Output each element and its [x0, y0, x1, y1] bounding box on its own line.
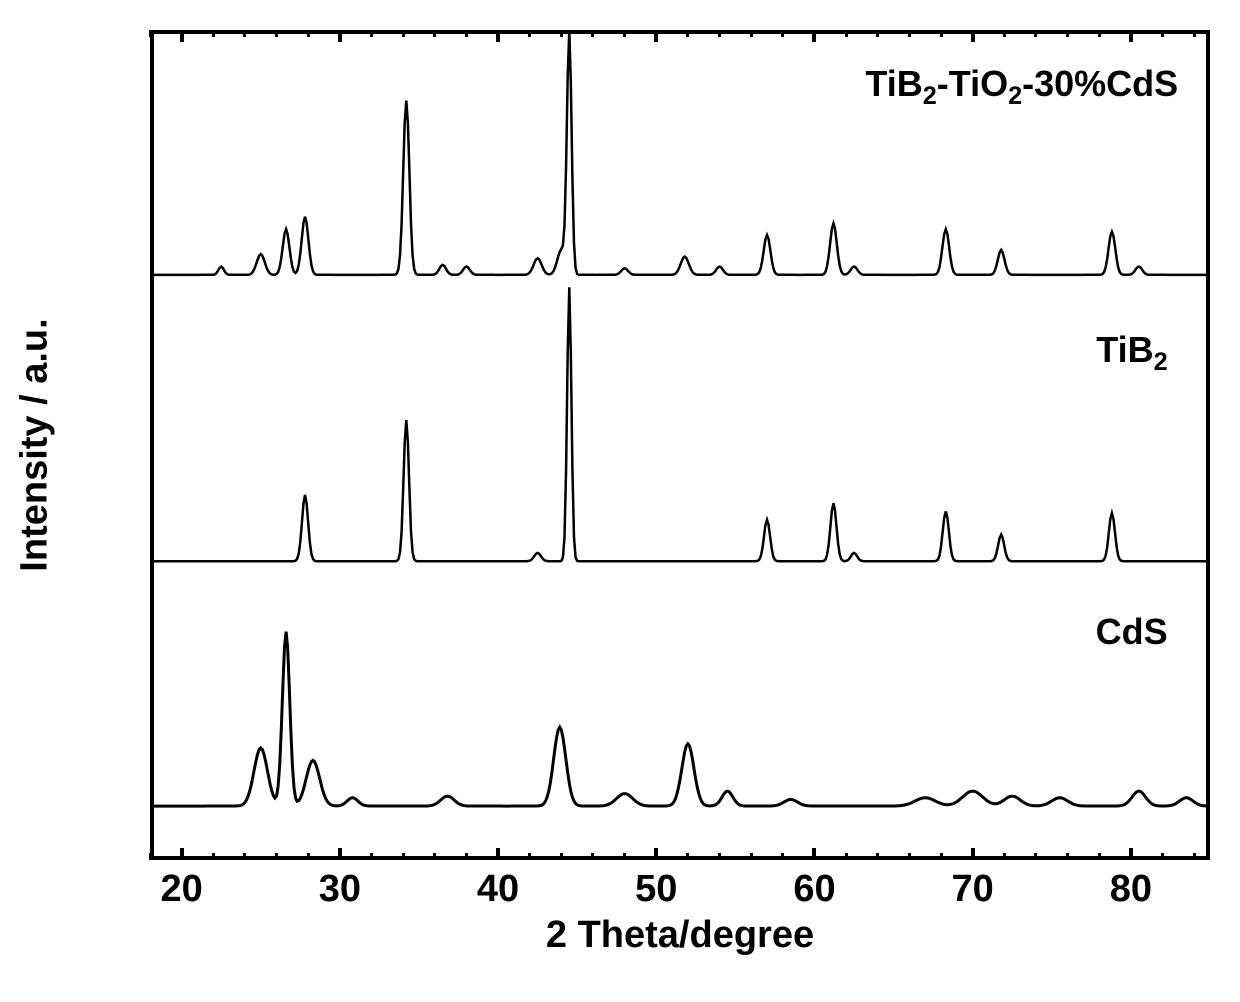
xrd-traces: [0, 0, 1240, 1002]
trace-TiB2-TiO2-30CdS: [150, 31, 1210, 275]
trace-CdS: [150, 632, 1210, 806]
xrd-chart: Intensity / a.u. 2 Theta/degree 20304050…: [0, 0, 1240, 1002]
trace-TiB2: [150, 287, 1210, 561]
